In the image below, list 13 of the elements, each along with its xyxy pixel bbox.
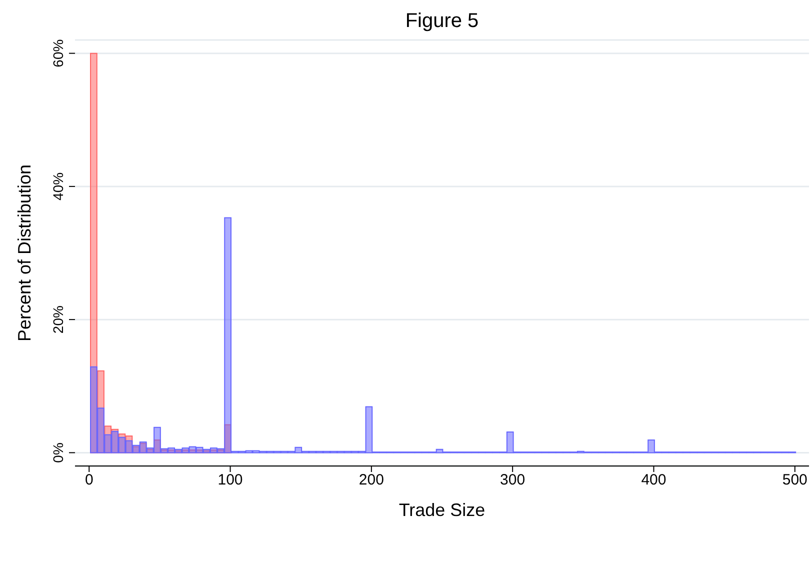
x-tick-label: 400	[641, 472, 666, 489]
y-tick-label: 20%	[50, 306, 66, 334]
y-tick-label: 0%	[50, 442, 66, 463]
chart-title: Figure 5	[404, 10, 480, 33]
y-axis-title: Percent of Distribution	[14, 164, 34, 342]
x-tick-label: 0	[84, 472, 94, 489]
x-tick-label: 500	[782, 472, 808, 489]
y-tick-label: 60%	[50, 39, 66, 68]
x-tick-label: 200	[358, 472, 384, 489]
y-tick-label: 40%	[50, 172, 66, 200]
x-tick-label: 300	[500, 472, 526, 489]
x-tick-label: 100	[218, 472, 243, 489]
x-axis-title: Trade Size	[398, 500, 486, 520]
